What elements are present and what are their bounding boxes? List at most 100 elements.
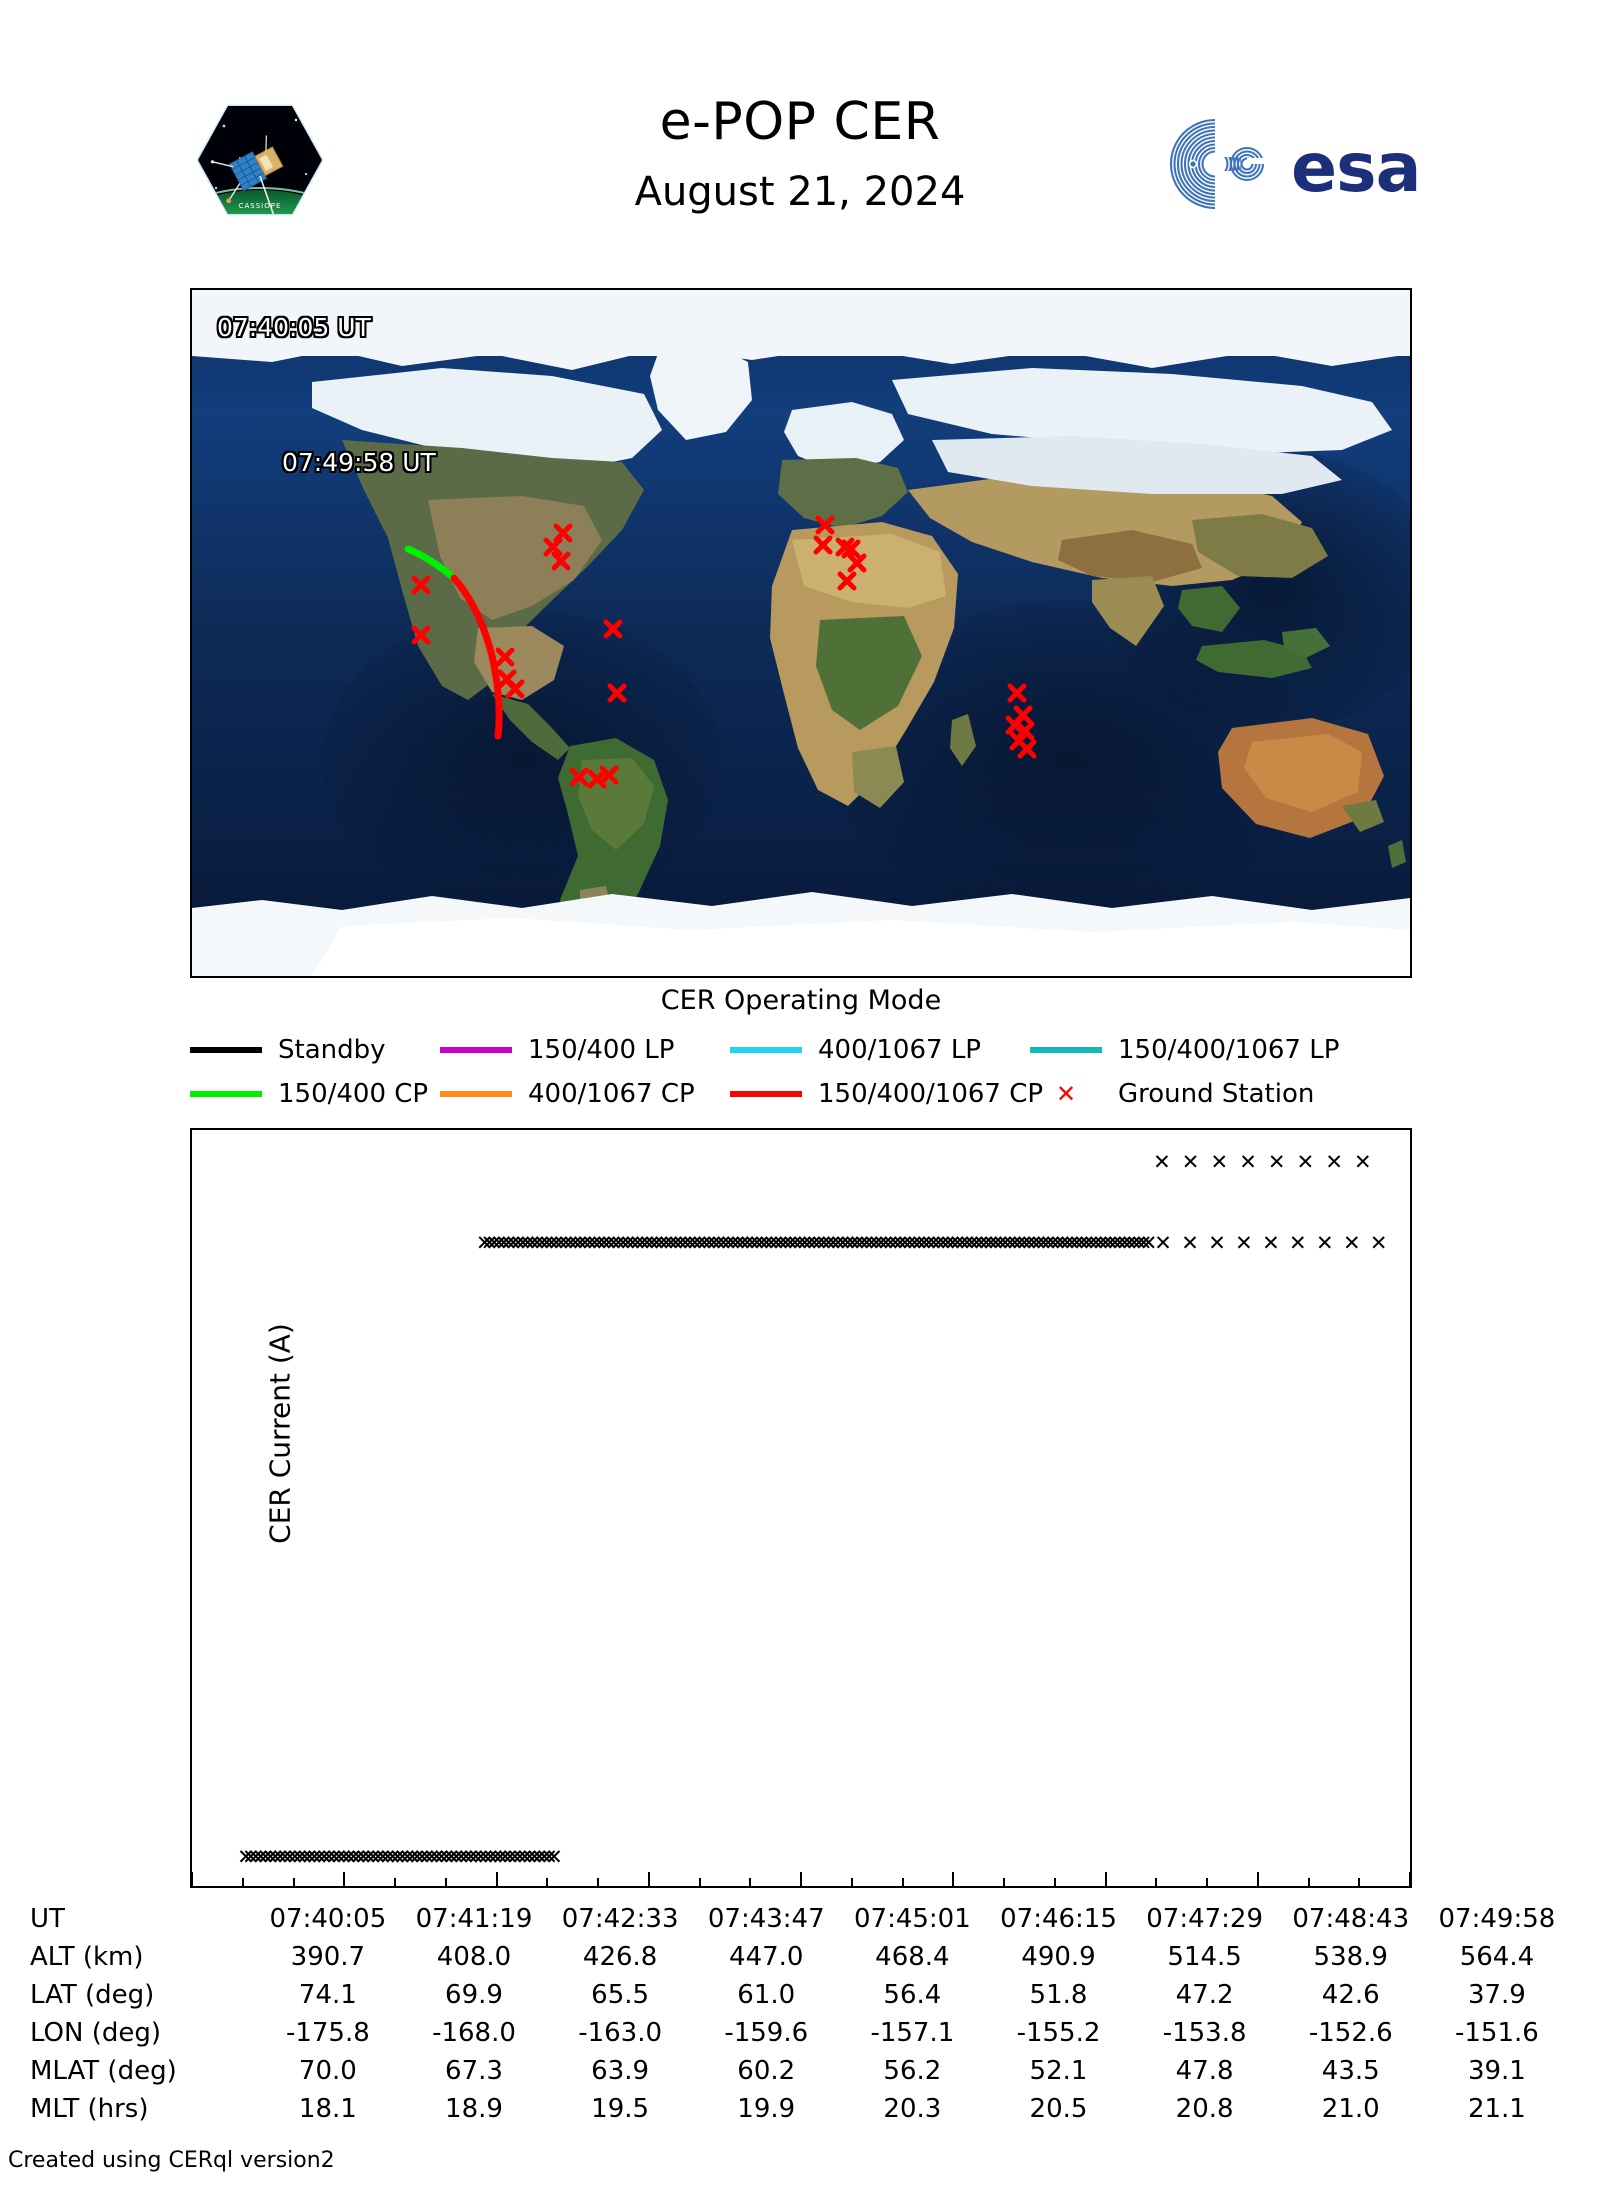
legend-label-150-400-lp: 150/400 LP	[528, 1035, 675, 1065]
legend-label-400-1067-lp: 400/1067 LP	[818, 1035, 981, 1065]
track-end-time-label: 07:49:58 UT	[282, 448, 436, 477]
table-cell: -151.6	[1454, 2018, 1539, 2048]
table-row: ALT (km) 390.7 408.0 426.8 447.0 468.4 490.9 51…	[30, 1938, 1570, 1976]
legend-item-standby: Standby	[190, 1035, 440, 1065]
data-marker: ✕	[633, 1231, 652, 1256]
table-row: MLAT (deg) 70.0 67.3 63.9 60.2 56.2 52.1 47.8 43…	[30, 2052, 1570, 2090]
table-row-header: LAT (deg)	[30, 1980, 155, 2010]
data-marker: ✕	[1115, 1231, 1134, 1256]
title-block: e-POP CER August 21, 2024	[400, 92, 1200, 218]
data-marker: ✕	[542, 1231, 561, 1256]
y-tick-minor	[190, 1792, 192, 1794]
table-cell: -163.0	[578, 2018, 663, 2048]
data-marker: ✕	[657, 1231, 675, 1256]
data-marker: ✕	[457, 1844, 475, 1869]
data-marker: ✕	[733, 1231, 752, 1256]
data-marker: ✕	[791, 1231, 809, 1256]
data-marker: ✕	[724, 1231, 742, 1256]
x-tick-major	[647, 1872, 650, 1886]
table-cell: 39.1	[1467, 2056, 1526, 2086]
table-row: UT 07:40:05 07:41:19 07:42:33 07:43:47 07:45:…	[30, 1900, 1570, 1938]
x-tick-minor	[292, 1878, 295, 1886]
data-marker: ✕	[924, 1231, 943, 1256]
data-marker: ✕	[271, 1844, 289, 1869]
data-marker: ✕	[838, 1231, 857, 1256]
page-title: e-POP CER	[659, 92, 941, 152]
x-tick-minor	[1003, 1878, 1005, 1886]
legend-item-400-1067-lp: 400/1067 LP	[730, 1035, 1030, 1065]
table-cell: 538.9	[1313, 1942, 1388, 1972]
legend: Standby 150/400 LP 400/1067 LP 150/400/1…	[190, 1028, 1412, 1116]
legend-swatch-standby	[190, 1047, 262, 1053]
data-marker: ✕	[1048, 1231, 1067, 1256]
data-marker: ✕	[485, 1231, 504, 1256]
data-marker: ✕	[943, 1231, 962, 1256]
data-marker: ✕	[471, 1844, 490, 1869]
data-marker: ✕	[1181, 1231, 1199, 1256]
data-marker: ✕	[537, 1231, 556, 1256]
data-marker: ✕	[1262, 1231, 1280, 1256]
y-tick-minor	[190, 1626, 192, 1628]
data-marker: ✕	[547, 1231, 566, 1256]
y-tick-major	[190, 1668, 192, 1670]
x-tick-major	[192, 1872, 193, 1886]
data-marker: ✕	[501, 1844, 519, 1869]
data-marker: ✕	[1044, 1231, 1062, 1256]
table-cell: 07:43:47	[707, 1904, 825, 1934]
table-cell: 20.5	[1029, 2094, 1088, 2124]
data-marker: ✕	[515, 1844, 534, 1869]
data-marker: ✕	[700, 1231, 718, 1256]
data-marker: ✕	[442, 1844, 461, 1869]
y-tick-minor	[190, 1543, 192, 1545]
data-marker: ✕	[1082, 1231, 1100, 1256]
y-tick-major	[190, 1170, 192, 1172]
legend-item-150-400-1067-lp: 150/400/1067 LP	[1030, 1035, 1339, 1065]
data-marker: ✕	[676, 1231, 695, 1256]
data-marker: ✕	[1134, 1231, 1153, 1256]
world-map-canvas	[192, 290, 1410, 976]
data-marker: ✕	[509, 1231, 527, 1256]
table-cell: -155.2	[1016, 2018, 1101, 2048]
y-tick-minor	[190, 1378, 192, 1380]
data-marker: ✕	[423, 1844, 441, 1869]
data-marker: ✕	[580, 1231, 599, 1256]
data-marker: ✕	[1087, 1231, 1105, 1256]
data-marker: ✕	[671, 1231, 690, 1256]
data-marker: ✕	[590, 1231, 609, 1256]
data-marker: ✕	[246, 1844, 265, 1869]
data-marker: ✕	[738, 1231, 757, 1256]
data-marker: ✕	[1154, 1231, 1172, 1256]
data-marker: ✕	[281, 1844, 299, 1869]
data-marker: ✕	[310, 1844, 329, 1869]
data-marker: ✕	[552, 1231, 570, 1256]
data-marker: ✕	[962, 1231, 981, 1256]
data-marker: ✕	[857, 1231, 876, 1256]
map-caption: CER Operating Mode	[660, 985, 942, 1016]
data-marker: ✕	[413, 1844, 431, 1869]
data-marker: ✕	[762, 1231, 781, 1256]
table-row-header: MLAT (deg)	[30, 2056, 177, 2086]
table-cell: -168.0	[432, 2018, 516, 2048]
data-marker: ✕	[359, 1844, 378, 1869]
data-marker: ✕	[520, 1844, 539, 1869]
y-tick-minor	[190, 1585, 192, 1587]
legend-item-150-400-cp: 150/400 CP	[190, 1079, 440, 1109]
data-marker: ✕	[1153, 1150, 1171, 1175]
table-cell: 07:47:29	[1146, 1904, 1264, 1934]
y-axis-label: CER Current (A)	[263, 1323, 297, 1544]
data-marker: ✕	[585, 1231, 604, 1256]
data-marker: ✕	[339, 1844, 358, 1869]
table-cell: -152.6	[1308, 2018, 1393, 2048]
table-cell: 70.0	[298, 2056, 357, 2086]
data-marker: ✕	[652, 1231, 671, 1256]
data-marker: ✕	[934, 1231, 952, 1256]
data-marker: ✕	[576, 1231, 594, 1256]
table-row-header: UT	[30, 1904, 65, 1934]
data-marker: ✕	[614, 1231, 632, 1256]
data-marker: ✕	[853, 1231, 871, 1256]
data-marker: ✕	[967, 1231, 986, 1256]
data-marker: ✕	[1010, 1231, 1029, 1256]
data-marker: ✕	[748, 1231, 766, 1256]
legend-label-150-400-1067-lp: 150/400/1067 LP	[1118, 1035, 1340, 1065]
data-marker: ✕	[1091, 1231, 1110, 1256]
